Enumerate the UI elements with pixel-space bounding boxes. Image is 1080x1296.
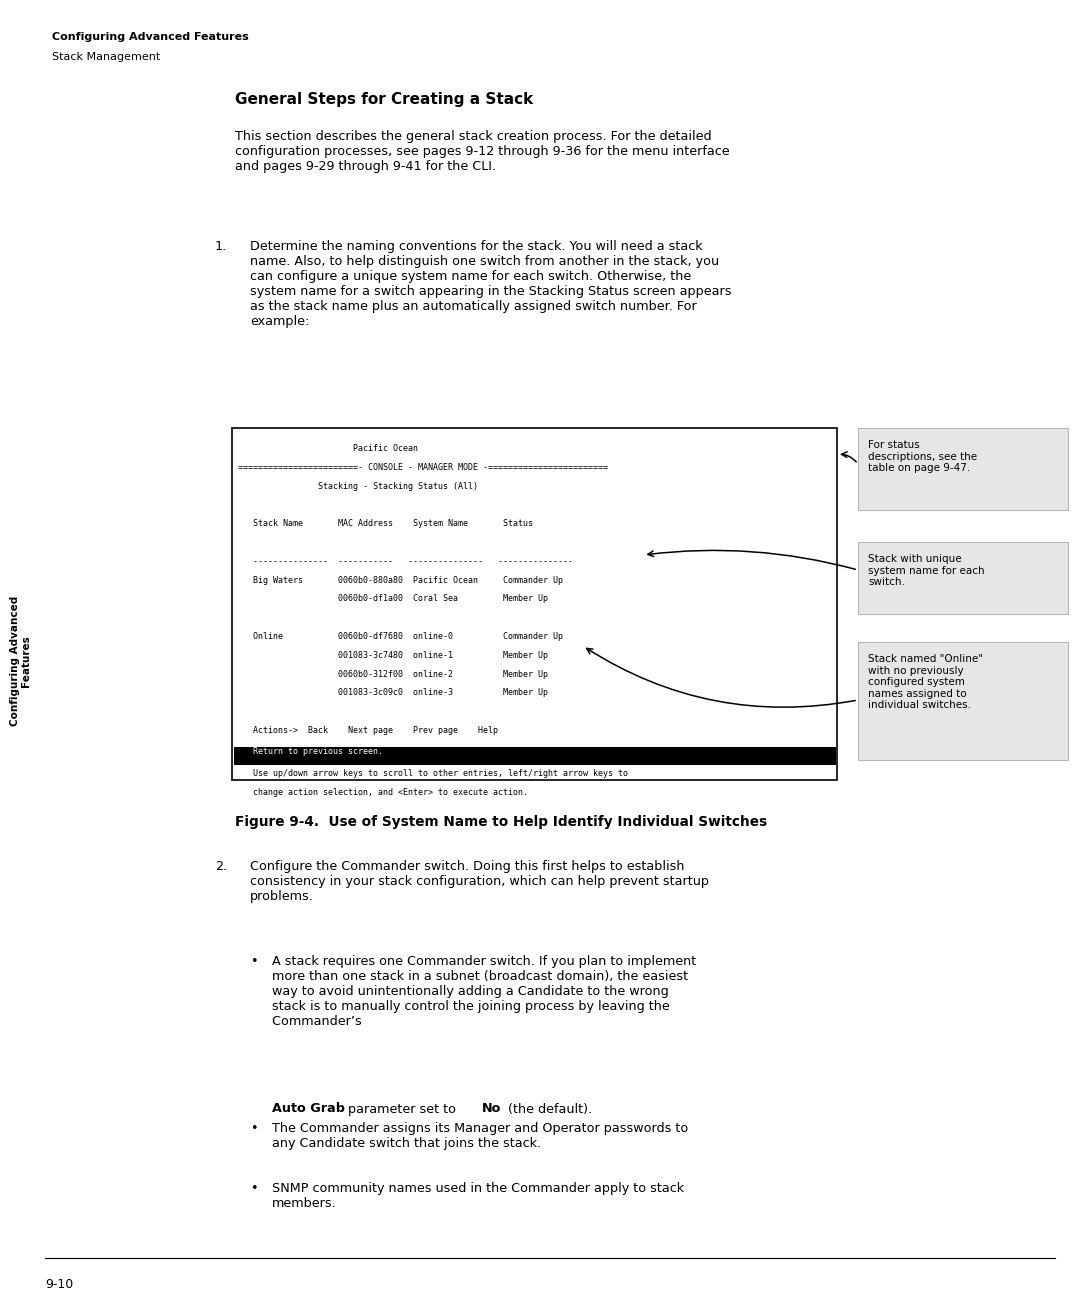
- Text: Auto Grab: Auto Grab: [272, 1103, 345, 1116]
- Text: •: •: [249, 1122, 257, 1135]
- Text: change action selection, and <Enter> to execute action.: change action selection, and <Enter> to …: [238, 788, 528, 797]
- Text: 2.: 2.: [215, 861, 227, 874]
- Text: This section describes the general stack creation process. For the detailed
conf: This section describes the general stack…: [235, 130, 730, 172]
- Text: Figure 9-4.  Use of System Name to Help Identify Individual Switches: Figure 9-4. Use of System Name to Help I…: [235, 815, 767, 829]
- Text: •: •: [249, 955, 257, 968]
- Text: Stack Name       MAC Address    System Name       Status: Stack Name MAC Address System Name Statu…: [238, 520, 534, 529]
- Bar: [233, 746, 836, 766]
- Text: 1.: 1.: [215, 240, 227, 253]
- Text: •: •: [249, 1182, 257, 1195]
- Text: Configure the Commander switch. Doing this first helps to establish
consistency : Configure the Commander switch. Doing th…: [249, 861, 708, 903]
- Text: SNMP community names used in the Commander apply to stack
members.: SNMP community names used in the Command…: [272, 1182, 684, 1210]
- Text: Online           0060b0-df7680  online-0          Commander Up: Online 0060b0-df7680 online-0 Commander …: [238, 632, 563, 642]
- Text: Stack with unique
system name for each
switch.: Stack with unique system name for each s…: [868, 553, 985, 587]
- Bar: [858, 428, 1068, 511]
- Text: Big Waters       0060b0-880a80  Pacific Ocean     Commander Up: Big Waters 0060b0-880a80 Pacific Ocean C…: [238, 575, 563, 584]
- Text: The Commander assigns its Manager and Operator passwords to
any Candidate switch: The Commander assigns its Manager and Op…: [272, 1122, 688, 1150]
- Text: General Steps for Creating a Stack: General Steps for Creating a Stack: [235, 92, 534, 108]
- Text: Pacific Ocean: Pacific Ocean: [238, 445, 418, 454]
- Text: A stack requires one Commander switch. If you plan to implement
more than one st: A stack requires one Commander switch. I…: [272, 955, 697, 1028]
- Bar: [858, 542, 1068, 614]
- Text: Configuring Advanced
Features: Configuring Advanced Features: [10, 596, 31, 726]
- Text: 0060b0-df1a00  Coral Sea         Member Up: 0060b0-df1a00 Coral Sea Member Up: [238, 595, 548, 604]
- Bar: [858, 642, 1068, 759]
- Text: ========================- CONSOLE - MANAGER MODE -========================: ========================- CONSOLE - MANA…: [238, 463, 608, 472]
- Text: 9-10: 9-10: [45, 1278, 73, 1291]
- Text: Stack named "Online"
with no previously
configured system
names assigned to
indi: Stack named "Online" with no previously …: [868, 654, 983, 710]
- Text: Return to previous screen.: Return to previous screen.: [238, 748, 383, 757]
- Text: Configuring Advanced Features: Configuring Advanced Features: [52, 32, 248, 41]
- Text: ---------------  -----------   ---------------   ---------------: --------------- ----------- ------------…: [238, 557, 573, 566]
- Text: Use up/down arrow keys to scroll to other entries, left/right arrow keys to: Use up/down arrow keys to scroll to othe…: [238, 770, 627, 779]
- Text: (the default).: (the default).: [504, 1103, 592, 1116]
- Text: Determine the naming conventions for the stack. You will need a stack
name. Also: Determine the naming conventions for the…: [249, 240, 731, 328]
- Text: Stacking - Stacking Status (All): Stacking - Stacking Status (All): [238, 482, 478, 491]
- Text: 001083-3c09c0  online-3          Member Up: 001083-3c09c0 online-3 Member Up: [238, 688, 548, 697]
- Text: 0060b0-312f00  online-2          Member Up: 0060b0-312f00 online-2 Member Up: [238, 670, 548, 679]
- Text: parameter set to: parameter set to: [345, 1103, 460, 1116]
- Text: For status
descriptions, see the
table on page 9-47.: For status descriptions, see the table o…: [868, 441, 977, 473]
- Text: Actions->  Back    Next page    Prev page    Help: Actions-> Back Next page Prev page Help: [238, 726, 498, 735]
- Text: No: No: [482, 1103, 501, 1116]
- Text: Stack Management: Stack Management: [52, 52, 160, 62]
- Text: 001083-3c7480  online-1          Member Up: 001083-3c7480 online-1 Member Up: [238, 651, 548, 660]
- Bar: [232, 428, 837, 780]
